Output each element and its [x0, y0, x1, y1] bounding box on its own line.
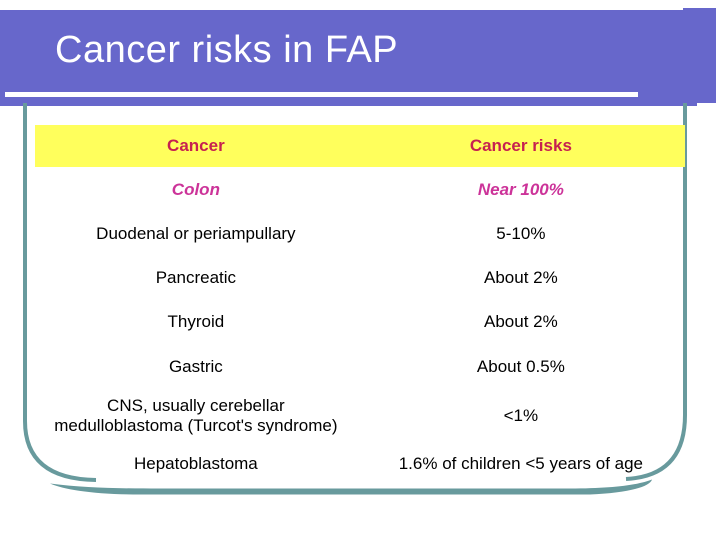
- cell-cancer: CNS, usually cerebellar medulloblastoma …: [54, 396, 338, 435]
- slide-title: Cancer risks in FAP: [55, 29, 399, 71]
- cell-risk: About 0.5%: [476, 357, 565, 376]
- cell-cancer: Pancreatic: [155, 268, 237, 287]
- table-row-cns: CNS, usually cerebellar medulloblastoma …: [35, 390, 685, 442]
- table-row-gastric: Gastric About 0.5%: [35, 344, 685, 390]
- cell-risk: 1.6% of children <5 years of age: [398, 454, 644, 473]
- risk-table: Cancer Cancer risks Colon Near 100% Duod…: [35, 125, 685, 486]
- table-row-duodenal: Duodenal or periampullary 5-10%: [35, 212, 685, 256]
- title-bar-right-accent: [683, 8, 716, 103]
- column-header-cancer: Cancer: [167, 136, 225, 155]
- cell-cancer: Colon: [171, 179, 220, 199]
- table-header-row: Cancer Cancer risks: [35, 125, 685, 167]
- cell-cancer: Gastric: [168, 357, 223, 376]
- title-underline: [5, 92, 638, 97]
- cell-cancer: Duodenal or periampullary: [96, 224, 296, 243]
- table-row-colon: Colon Near 100%: [35, 167, 685, 212]
- cell-risk: 5-10%: [496, 224, 546, 243]
- column-header-risks: Cancer risks: [469, 136, 572, 155]
- cell-cancer: Thyroid: [167, 312, 225, 331]
- table-row-thyroid: Thyroid About 2%: [35, 300, 685, 344]
- cell-risk: <1%: [503, 406, 539, 425]
- table-row-hepatoblastoma: Hepatoblastoma 1.6% of children <5 years…: [35, 442, 685, 486]
- cell-cancer: Hepatoblastoma: [133, 454, 258, 473]
- table-row-pancreatic: Pancreatic About 2%: [35, 256, 685, 300]
- cell-risk: About 2%: [484, 312, 558, 331]
- cell-risk: About 2%: [484, 268, 558, 287]
- title-bar: [0, 10, 697, 106]
- cell-risk: Near 100%: [477, 179, 564, 199]
